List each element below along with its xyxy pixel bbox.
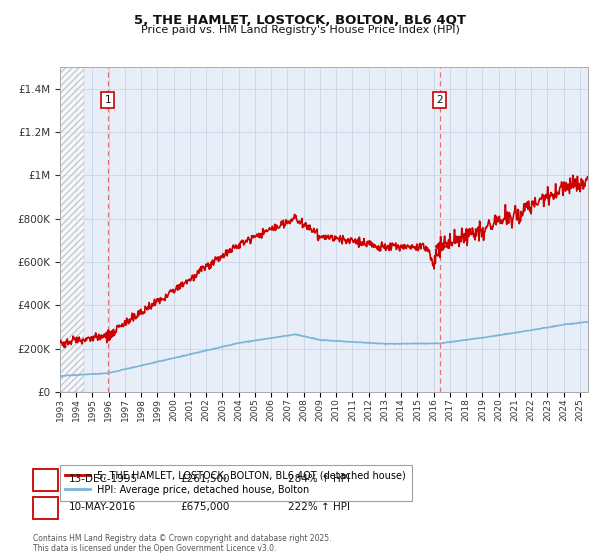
Text: 1: 1 (104, 95, 111, 105)
Legend: 5, THE HAMLET, LOSTOCK, BOLTON, BL6 4QT (detached house), HPI: Average price, de: 5, THE HAMLET, LOSTOCK, BOLTON, BL6 4QT … (59, 465, 412, 501)
Text: 284% ↑ HPI: 284% ↑ HPI (288, 474, 350, 484)
Text: 2: 2 (42, 502, 49, 512)
Text: 5, THE HAMLET, LOSTOCK, BOLTON, BL6 4QT: 5, THE HAMLET, LOSTOCK, BOLTON, BL6 4QT (134, 14, 466, 27)
Text: Contains HM Land Registry data © Crown copyright and database right 2025.
This d: Contains HM Land Registry data © Crown c… (33, 534, 331, 553)
Text: £261,500: £261,500 (180, 474, 229, 484)
Text: 1: 1 (42, 474, 49, 484)
Text: 222% ↑ HPI: 222% ↑ HPI (288, 502, 350, 512)
Text: £675,000: £675,000 (180, 502, 229, 512)
Text: 10-MAY-2016: 10-MAY-2016 (69, 502, 136, 512)
Text: Price paid vs. HM Land Registry's House Price Index (HPI): Price paid vs. HM Land Registry's House … (140, 25, 460, 35)
Polygon shape (60, 67, 85, 392)
Text: 13-DEC-1995: 13-DEC-1995 (69, 474, 138, 484)
Text: 2: 2 (436, 95, 443, 105)
